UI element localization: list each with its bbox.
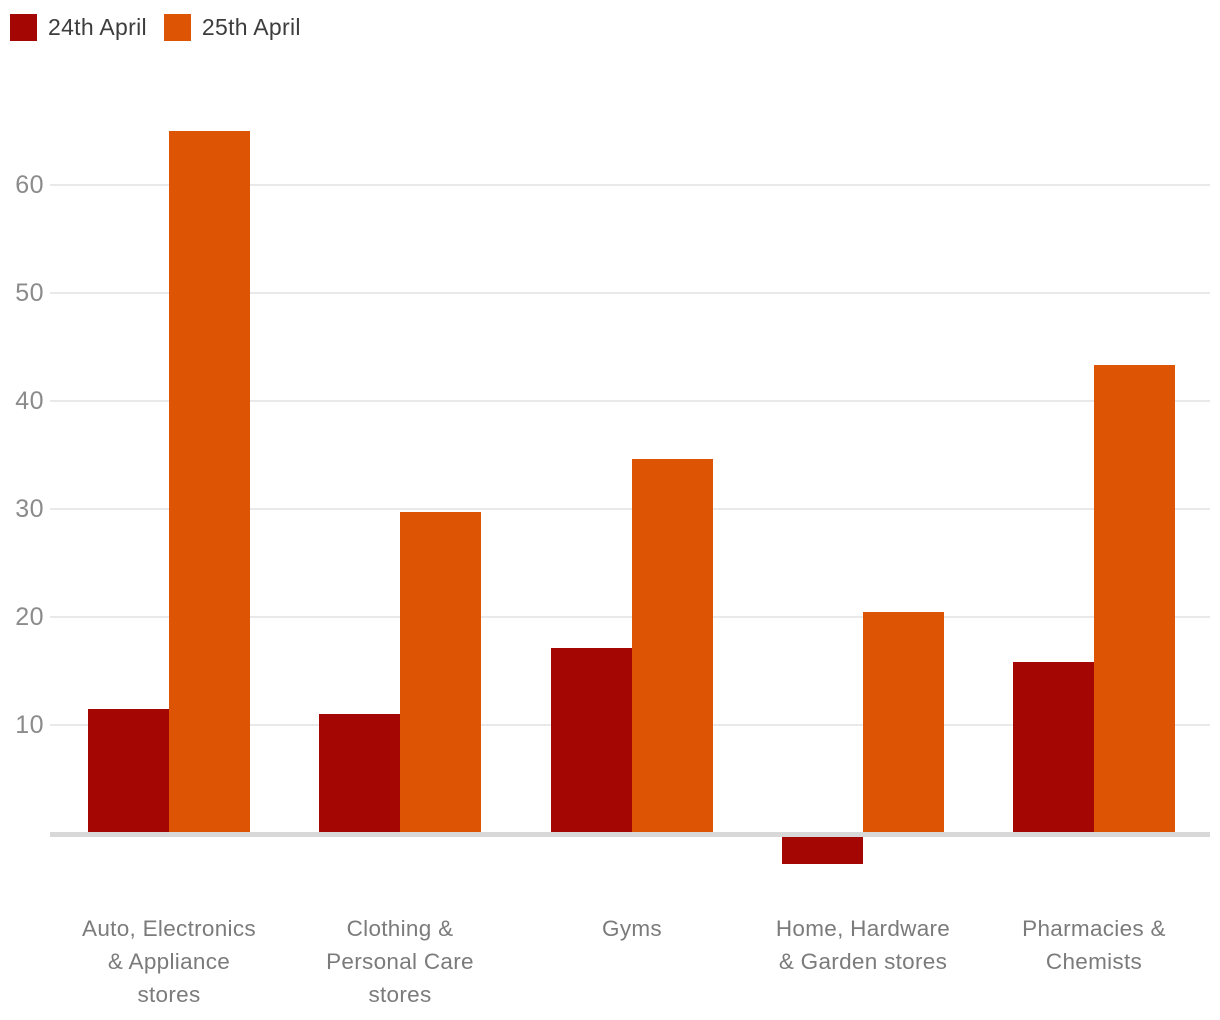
- gridline-20: [50, 616, 1210, 618]
- bar-s0-c2: [551, 648, 632, 833]
- bar-s1-c3: [863, 612, 944, 833]
- x-axis-label-0: Auto, Electronics & Appliance stores: [82, 916, 256, 1007]
- legend-swatch-24th-april: [10, 14, 37, 41]
- bar-s0-c1: [319, 714, 400, 833]
- gridline-50: [50, 292, 1210, 294]
- x-axis-label-1: Clothing & Personal Care stores: [326, 916, 474, 1007]
- legend-item-24th-april: 24th April: [10, 14, 147, 41]
- legend-swatch-25th-april: [163, 14, 191, 41]
- bar-s1-c2: [632, 459, 713, 833]
- legend-label-25th-april: 25th April: [201, 14, 301, 40]
- x-axis-label-2: Gyms: [602, 916, 662, 941]
- gridline-40: [50, 400, 1210, 402]
- x-axis-label-4: Pharmacies & Chemists: [1022, 916, 1166, 974]
- y-tick-label-50: 50: [15, 279, 44, 307]
- gridline-30: [50, 508, 1210, 510]
- legend-label-24th-april: 24th April: [48, 14, 147, 40]
- bar-s1-c1: [400, 512, 481, 833]
- y-tick-label-30: 30: [15, 495, 44, 523]
- bar-s1-c4: [1094, 365, 1175, 833]
- y-tick-label-40: 40: [15, 387, 44, 415]
- x-axis-baseline: [50, 832, 1210, 837]
- y-tick-label-60: 60: [15, 171, 44, 199]
- bar-s0-c4: [1013, 662, 1094, 833]
- gridline-60: [50, 184, 1210, 186]
- y-tick-label-20: 20: [15, 603, 44, 631]
- chart-legend: 24th April 25th April: [10, 14, 318, 41]
- x-axis-label-3: Home, Hardware & Garden stores: [775, 916, 951, 974]
- bar-s0-c3: [782, 837, 863, 864]
- bar-s0-c0: [88, 709, 169, 833]
- bar-s1-c0: [169, 131, 250, 833]
- y-tick-label-10: 10: [15, 711, 44, 739]
- legend-item-25th-april: 25th April: [163, 14, 301, 41]
